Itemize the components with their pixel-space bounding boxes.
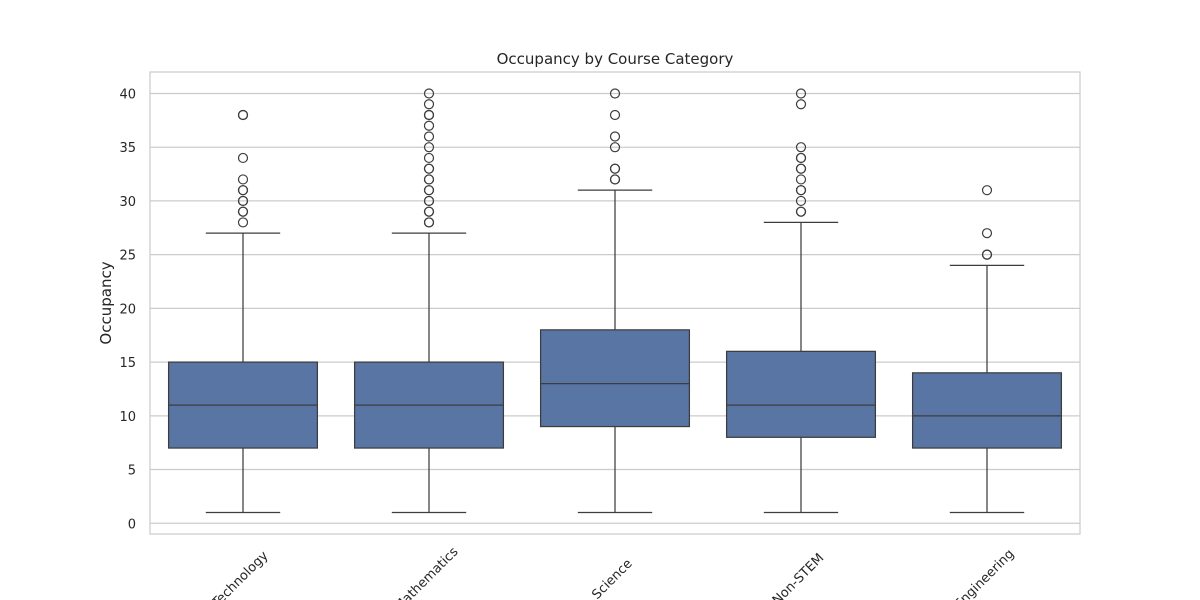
- outlier-point: [795, 163, 807, 174]
- outlier-point: [423, 206, 435, 217]
- outlier-point: [237, 185, 249, 196]
- y-tick-label: 5: [128, 464, 136, 479]
- outlier-point: [795, 152, 807, 164]
- outlier-point: [237, 217, 249, 228]
- outlier-point: [237, 174, 249, 185]
- y-tick-label: 10: [119, 410, 136, 425]
- outlier-point: [795, 206, 807, 217]
- outlier-point: [423, 217, 435, 228]
- iqr-box: [725, 350, 877, 438]
- y-tick-label: 20: [119, 302, 136, 317]
- outlier-point: [423, 174, 435, 185]
- outlier-point: [609, 109, 621, 121]
- box-group: [353, 88, 505, 514]
- outlier-point: [795, 142, 807, 153]
- outlier-point: [795, 195, 807, 207]
- outlier-point: [423, 131, 435, 142]
- chart-title: Occupancy by Course Category: [497, 50, 734, 68]
- outlier-point: [237, 152, 249, 164]
- outlier-point: [609, 88, 621, 99]
- x-axis-ticks: Technology Mathematics Science Non-STEM Engi…: [209, 544, 1018, 600]
- x-tick-label: Mathematics: [392, 544, 462, 600]
- outlier-point: [795, 99, 807, 110]
- outlier-point: [795, 88, 807, 99]
- outlier-point: [609, 142, 621, 153]
- outlier-point: [981, 228, 993, 239]
- y-tick-label: 15: [119, 356, 136, 371]
- outlier-point: [609, 131, 621, 142]
- box-group: [725, 88, 877, 514]
- outlier-point: [423, 99, 435, 110]
- y-tick-label: 25: [119, 249, 136, 264]
- y-tick-label: 40: [119, 87, 136, 102]
- outlier-point: [423, 195, 435, 207]
- x-tick-label: Non-STEM: [770, 551, 827, 600]
- outlier-point: [795, 185, 807, 196]
- outlier-point: [237, 195, 249, 207]
- x-tick-label: Science: [589, 556, 635, 600]
- box-group: [911, 185, 1063, 514]
- outlier-point: [609, 163, 621, 174]
- y-tick-label: 35: [119, 141, 136, 156]
- outlier-point: [423, 109, 435, 121]
- outlier-point: [237, 109, 249, 121]
- box-group: [539, 88, 691, 514]
- outlier-point: [423, 88, 435, 99]
- outlier-point: [981, 185, 993, 196]
- outlier-point: [237, 206, 249, 217]
- iqr-box: [911, 372, 1063, 449]
- outlier-point: [795, 174, 807, 185]
- boxes: [167, 88, 1063, 514]
- x-tick-label: Technology: [209, 548, 272, 600]
- outlier-point: [423, 152, 435, 164]
- y-axis-ticks: 0 5 10 15 20 25 30 35 40: [119, 87, 136, 532]
- outlier-point: [423, 163, 435, 174]
- outlier-point: [423, 120, 435, 131]
- outlier-point: [423, 185, 435, 196]
- outlier-point: [981, 249, 993, 260]
- iqr-box: [539, 329, 691, 428]
- outlier-point: [609, 174, 621, 185]
- y-tick-label: 30: [119, 195, 136, 210]
- x-tick-label: Engineering: [952, 547, 1018, 600]
- box-group: [167, 109, 319, 514]
- y-axis-label: Occupancy: [97, 261, 115, 344]
- y-tick-label: 0: [128, 517, 136, 532]
- plot-frame: [149, 71, 1081, 535]
- outlier-point: [423, 142, 435, 153]
